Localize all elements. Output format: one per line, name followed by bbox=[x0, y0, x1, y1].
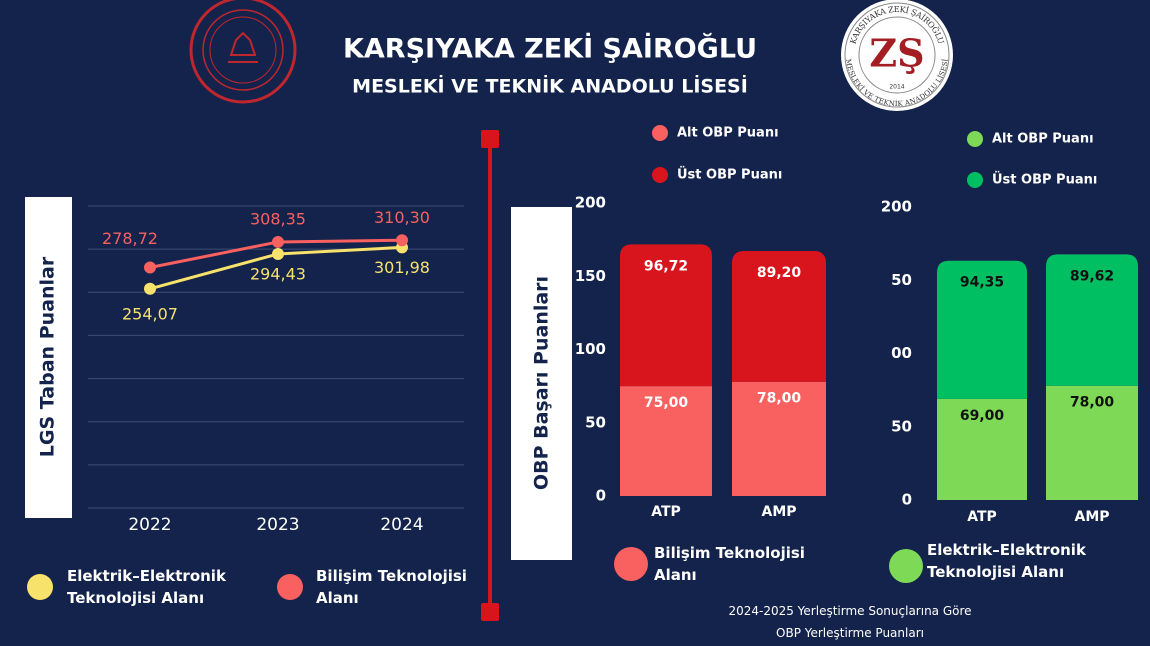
data-label: 89,20 bbox=[757, 265, 802, 281]
divider bbox=[481, 130, 499, 621]
y-label-box bbox=[25, 197, 72, 518]
data-label: 308,35 bbox=[250, 209, 306, 228]
bar-segment bbox=[1046, 254, 1138, 386]
area-marker bbox=[614, 547, 648, 581]
data-label: 78,00 bbox=[1070, 395, 1115, 411]
y-tick-label: 0 bbox=[902, 491, 912, 509]
legend-label: Elektrik–Elektronik Teknolojisi Alanı bbox=[67, 567, 226, 607]
subtitle: MESLEKİ VE TEKNİK ANADOLU LİSESİ bbox=[352, 74, 748, 98]
y-label-box bbox=[511, 207, 572, 560]
data-label: 254,07 bbox=[122, 304, 178, 323]
area-label: Elektrik–Elektronik Teknolojisi Alanı bbox=[927, 541, 1086, 581]
y-tick-label: 50 bbox=[585, 413, 606, 431]
data-label: 96,72 bbox=[644, 258, 688, 274]
footer-line: 2024-2025 Yerleştirme Sonuçlarına Göre bbox=[728, 604, 972, 618]
y-axis-label: LGS Taban Puanlar bbox=[37, 256, 59, 457]
data-label: 78,00 bbox=[757, 391, 802, 407]
bar-segment bbox=[620, 386, 712, 496]
legend-marker bbox=[27, 574, 53, 600]
x-tick-label: AMP bbox=[1074, 509, 1109, 525]
bar-segment bbox=[1046, 385, 1138, 500]
y-tick-label: 0 bbox=[596, 487, 606, 505]
x-tick-label: ATP bbox=[967, 509, 997, 525]
x-tick-label: 2024 bbox=[380, 515, 423, 535]
logo-mark: ZŞ bbox=[869, 31, 924, 76]
legend-label: Bilişim Teknolojisi Alanı bbox=[316, 567, 467, 607]
y-tick-label: 00 bbox=[891, 344, 912, 362]
data-point bbox=[272, 235, 284, 248]
legend-label: Alt OBP Puanı bbox=[992, 132, 1094, 147]
y-tick-label: 100 bbox=[575, 340, 606, 358]
legend-marker bbox=[652, 125, 668, 141]
x-tick-label: ATP bbox=[651, 504, 681, 520]
legend-marker bbox=[652, 167, 668, 183]
bar-segment bbox=[620, 244, 712, 387]
x-tick-label: 2023 bbox=[256, 515, 299, 535]
data-point bbox=[144, 261, 156, 274]
data-label: 89,62 bbox=[1070, 268, 1114, 284]
data-point bbox=[396, 234, 408, 247]
data-label: 94,35 bbox=[960, 275, 1004, 291]
legend-label: Alt OBP Puanı bbox=[677, 126, 779, 141]
data-label: 301,98 bbox=[374, 258, 430, 277]
y-tick-label: 50 bbox=[891, 417, 912, 435]
footer-line: OBP Yerleştirme Puanları bbox=[776, 626, 924, 640]
legend-marker bbox=[967, 131, 983, 147]
bar-segment bbox=[937, 398, 1027, 500]
area-marker bbox=[889, 549, 923, 583]
legend-label: Üst OBP Puanı bbox=[677, 167, 782, 183]
y-tick-label: 150 bbox=[575, 267, 606, 285]
data-label: 69,00 bbox=[960, 408, 1005, 424]
legend-marker bbox=[277, 574, 303, 600]
logo-year: 2014 bbox=[889, 84, 904, 91]
legend-label: Üst OBP Puanı bbox=[992, 172, 1097, 188]
legend-marker bbox=[967, 172, 983, 188]
area-label: Bilişim Teknolojisi Alanı bbox=[654, 544, 805, 584]
x-tick-label: 2022 bbox=[128, 515, 171, 535]
bar-segment bbox=[732, 251, 826, 382]
data-point bbox=[272, 247, 284, 260]
title: KARŞIYAKA ZEKİ ŞAİROĞLU bbox=[343, 33, 757, 65]
ministry-logo bbox=[189, 0, 297, 104]
y-axis-label: OBP Başarı Puanları bbox=[531, 276, 553, 490]
bar-segment bbox=[732, 381, 826, 496]
data-label: 294,43 bbox=[250, 264, 306, 283]
school-logo: KARŞIYAKA ZEKİ ŞAİROĞLU MESLEKİ VE TEKNİ… bbox=[841, 0, 953, 111]
data-point bbox=[144, 282, 156, 295]
data-label: 75,00 bbox=[644, 395, 689, 411]
y-tick-label: 200 bbox=[575, 194, 606, 212]
data-label: 278,72 bbox=[102, 229, 158, 248]
data-label: 310,30 bbox=[374, 208, 430, 227]
bar-segment bbox=[937, 260, 1027, 399]
x-tick-label: AMP bbox=[761, 504, 796, 520]
y-tick-label: 50 bbox=[891, 271, 912, 289]
y-tick-label: 200 bbox=[881, 198, 912, 216]
